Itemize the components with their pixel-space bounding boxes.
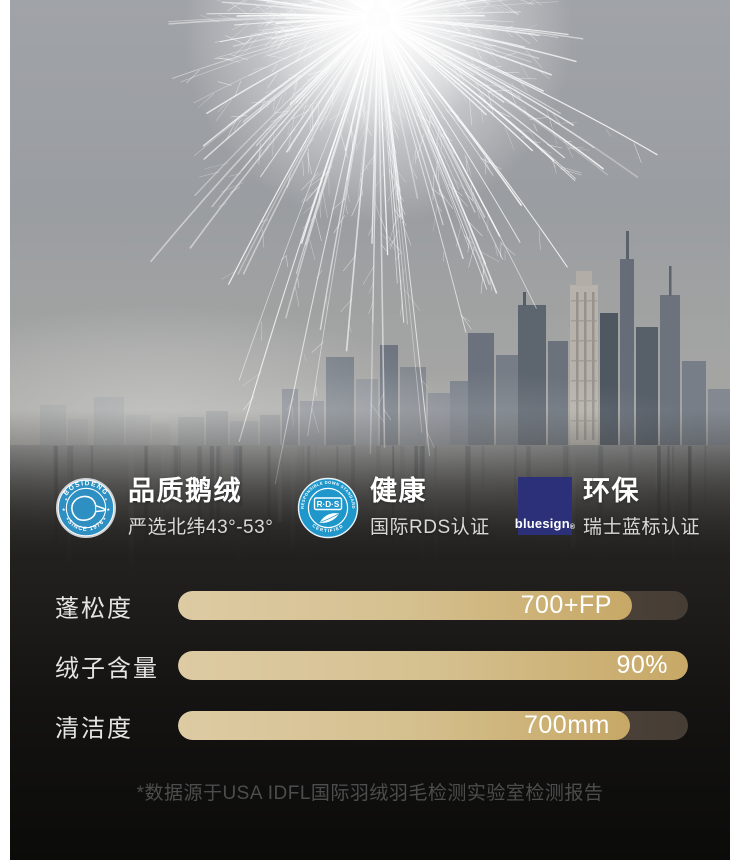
feather-plume [150,0,658,485]
svg-text:★: ★ [104,498,108,502]
metric-value: 90% [616,651,668,679]
cert-subtitle: 瑞士蓝标认证 [583,516,701,538]
cert-health: RESPONSIBLE DOWN STANDARD CERTIFIED R·D·… [297,476,490,539]
svg-text:★: ★ [62,507,66,512]
bluesign-badge-icon: bluesign ® [514,477,576,539]
cert-eco: bluesign ® 环保 瑞士蓝标认证 [514,476,701,539]
bosideng-badge-icon: BOSIDENG SINCE 1976 ★ ★ ★ ★ ★ ★ [55,477,117,539]
metric-label: 绒子含量 [55,655,159,682]
cert-quality: BOSIDENG SINCE 1976 ★ ★ ★ ★ ★ ★ [55,476,274,539]
svg-text:★: ★ [66,517,70,521]
svg-text:★: ★ [64,498,68,502]
metric-row-cleanliness: 清洁度 700mm [10,711,730,742]
cert-title: 品质鹅绒 [128,476,242,507]
metric-bar-track: 700mm [178,711,688,740]
metric-bar-fill: 700+FP [178,591,632,620]
cert-title: 环保 [583,476,640,507]
hero-photo [10,0,730,580]
photo-bottom-fade [10,410,730,580]
metric-row-down-content: 绒子含量 90% [10,651,730,682]
metric-bar-track: 90% [178,651,688,680]
goose-head-icon [71,495,106,521]
svg-text:★: ★ [106,507,110,512]
metric-bar-fill: 700mm [178,711,630,740]
metric-bar-fill: 90% [178,651,688,680]
metric-label: 清洁度 [55,715,133,742]
registered-mark: ® [569,524,576,531]
metric-value: 700mm [523,711,610,739]
metric-label: 蓬松度 [55,595,133,622]
bosideng-logo-icon: BOSIDENG SINCE 1976 ★ ★ ★ ★ ★ ★ [55,477,117,539]
bluesign-logo-icon: bluesign ® [514,477,576,535]
rds-center-text: R·D·S [317,500,340,509]
metric-value: 700+FP [520,591,612,619]
content-panel: BOSIDENG SINCE 1976 ★ ★ ★ ★ ★ ★ [10,0,730,860]
data-source-footnote: *数据源于USA IDFL国际羽绒羽毛检测实验室检测报告 [136,783,604,804]
cert-subtitle: 国际RDS认证 [370,516,490,538]
certification-row: BOSIDENG SINCE 1976 ★ ★ ★ ★ ★ ★ [10,476,730,549]
svg-text:★: ★ [103,517,107,521]
rds-badge-icon: RESPONSIBLE DOWN STANDARD CERTIFIED R·D·… [297,477,359,539]
metric-bar-track: 700+FP [178,591,688,620]
cert-subtitle: 严选北纬43°-53° [128,516,274,538]
feather-icon [319,513,339,524]
bluesign-wordmark: bluesign [514,516,570,531]
metric-row-fluffiness: 蓬松度 700+FP [10,591,730,622]
rds-logo-icon: RESPONSIBLE DOWN STANDARD CERTIFIED R·D·… [297,477,359,539]
cert-title: 健康 [370,476,427,507]
